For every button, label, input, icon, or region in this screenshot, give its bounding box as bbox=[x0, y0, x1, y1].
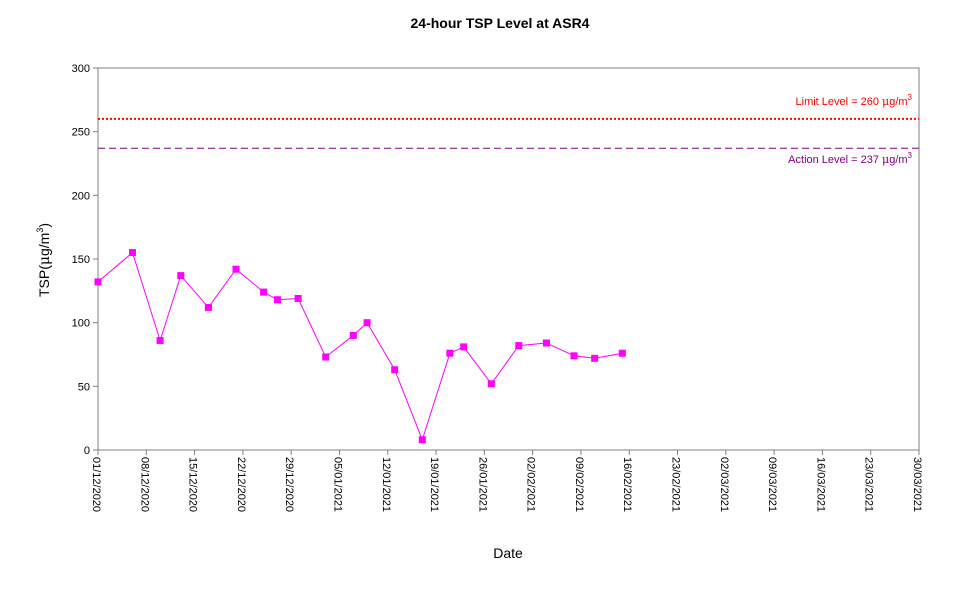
x-tick-label: 16/03/2021 bbox=[814, 457, 826, 512]
series-line-group bbox=[97, 251, 623, 442]
tsp-data-point bbox=[129, 249, 136, 257]
tsp-data-point bbox=[177, 272, 185, 280]
y-tick-label: 100 bbox=[72, 318, 90, 330]
tsp-data-point bbox=[273, 296, 281, 304]
limit-level-label-sup: 3 bbox=[908, 93, 913, 102]
x-tick-label: 29/12/2020 bbox=[283, 457, 295, 512]
tsp-data-point bbox=[570, 352, 578, 360]
limit-level-label: Limit Level = 260 μg/m3 bbox=[796, 93, 913, 108]
y-tick-label: 0 bbox=[84, 445, 90, 457]
action-level-label-text: Action Level = 237 bbox=[788, 154, 882, 166]
x-tick-label: 01/12/2020 bbox=[90, 457, 102, 512]
action-level-label-unit: g/m bbox=[889, 154, 907, 166]
y-tick-label: 250 bbox=[72, 127, 90, 139]
x-axis: 01/12/2020 08/12/2020 15/12/2020 22/12/2020… bbox=[90, 450, 923, 512]
y-axis-label: TSP(μg/m3) bbox=[35, 223, 53, 297]
x-tick-label: 19/01/2021 bbox=[428, 457, 440, 512]
tsp-data-point bbox=[418, 436, 426, 444]
tsp-data-point bbox=[446, 349, 454, 357]
x-tick-label: 12/01/2021 bbox=[380, 457, 392, 512]
action-level-label-mu: μ bbox=[882, 153, 889, 166]
chart-title: 24-hour TSP Level at ASR4 bbox=[411, 15, 590, 31]
tsp-data-point bbox=[542, 339, 550, 347]
action-level-label: Action Level = 237 μg/m3 bbox=[788, 151, 912, 166]
tsp-data-point bbox=[294, 295, 302, 302]
y-axis-label-sup: 3 bbox=[35, 228, 45, 233]
x-axis-label: Date bbox=[493, 545, 523, 561]
y-axis-label-unit: g/m bbox=[36, 233, 52, 256]
x-tick-label: 05/01/2021 bbox=[331, 457, 343, 512]
tsp-data-point bbox=[460, 343, 468, 351]
limit-level-label-text: Limit Level = 260 bbox=[796, 96, 883, 108]
x-tick-label: 23/02/2021 bbox=[670, 457, 682, 512]
tsp-data-point bbox=[260, 288, 268, 296]
y-axis: 0 50 100 150 200 250 300 bbox=[72, 63, 98, 457]
tsp-data-point bbox=[322, 353, 330, 361]
tsp-series-line bbox=[97, 251, 623, 442]
tsp-data-point bbox=[349, 331, 357, 339]
x-tick-label: 30/03/2021 bbox=[911, 457, 923, 512]
plot-area-border bbox=[97, 67, 920, 451]
x-tick-label: 23/03/2021 bbox=[863, 457, 875, 512]
tsp-data-point bbox=[515, 342, 523, 350]
action-level-label-sup: 3 bbox=[908, 151, 913, 160]
x-tick-label: 26/01/2021 bbox=[476, 457, 488, 512]
tsp-data-point bbox=[363, 319, 371, 327]
tsp-data-point bbox=[618, 349, 626, 357]
y-tick-label: 150 bbox=[72, 254, 90, 266]
x-tick-label: 08/12/2020 bbox=[138, 457, 150, 512]
limit-level-label-mu: μ bbox=[882, 95, 889, 108]
series-points-group bbox=[94, 249, 626, 444]
tsp-data-point bbox=[591, 354, 599, 362]
x-tick-label: 15/12/2020 bbox=[187, 457, 199, 512]
tsp-data-point bbox=[204, 303, 212, 311]
y-axis-label-base: TSP( bbox=[36, 265, 52, 297]
y-axis-label-close: ) bbox=[36, 223, 52, 228]
x-tick-label: 02/03/2021 bbox=[718, 457, 730, 512]
x-tick-label: 09/02/2021 bbox=[573, 457, 585, 512]
x-tick-label: 09/03/2021 bbox=[766, 457, 778, 512]
tsp-data-point bbox=[94, 278, 102, 286]
x-tick-label: 02/02/2021 bbox=[525, 457, 537, 512]
limit-level-label-unit: g/m bbox=[889, 96, 907, 108]
tsp-data-point bbox=[156, 337, 164, 344]
x-tick-label: 22/12/2020 bbox=[235, 457, 247, 512]
x-tick-label: 16/02/2021 bbox=[621, 457, 633, 512]
tsp-data-point bbox=[391, 366, 399, 374]
y-axis-label-mu: μ bbox=[37, 256, 53, 265]
y-tick-label: 50 bbox=[78, 381, 90, 393]
y-tick-label: 300 bbox=[72, 63, 90, 75]
y-tick-label: 200 bbox=[72, 190, 90, 202]
tsp-data-point bbox=[232, 265, 240, 273]
tsp-data-point bbox=[487, 380, 495, 388]
